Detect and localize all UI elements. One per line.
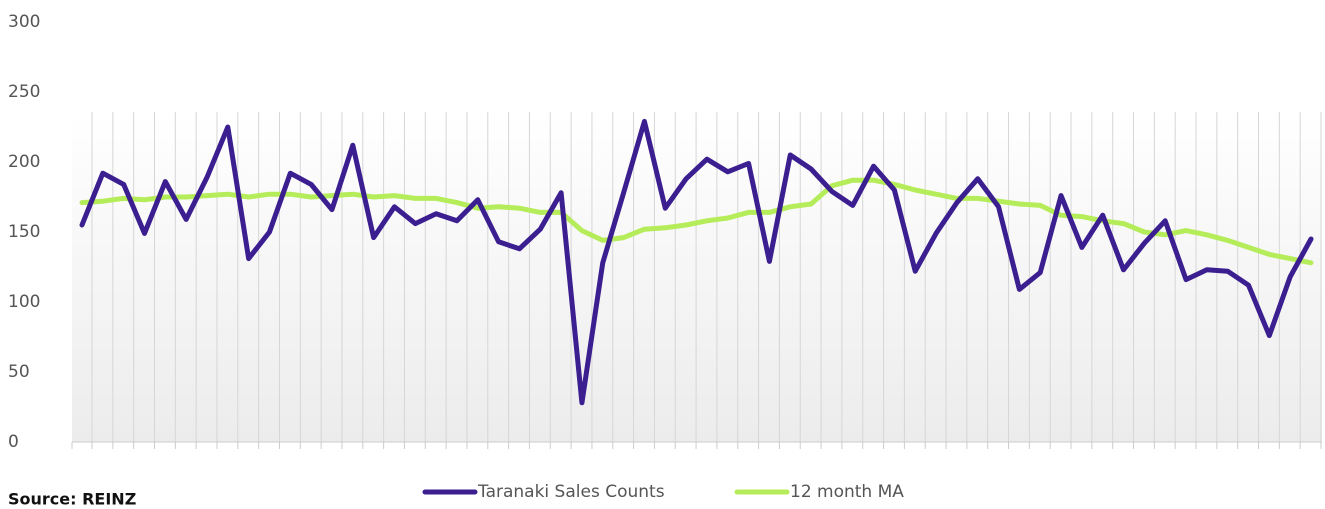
y-tick-label: 0 bbox=[8, 432, 19, 452]
y-tick-label: 100 bbox=[8, 292, 40, 312]
y-tick-label: 200 bbox=[8, 152, 40, 172]
y-tick-label: 50 bbox=[8, 362, 30, 382]
legend-label: Taranaki Sales Counts bbox=[477, 482, 665, 502]
y-tick-label: 150 bbox=[8, 222, 40, 242]
y-tick-label: 300 bbox=[8, 12, 40, 32]
plot-background bbox=[72, 112, 1322, 442]
y-tick-label: 250 bbox=[8, 82, 40, 102]
legend-label: 12 month MA bbox=[790, 482, 904, 502]
series-line bbox=[79, 118, 1314, 406]
source: Source: REINZ bbox=[8, 490, 136, 509]
